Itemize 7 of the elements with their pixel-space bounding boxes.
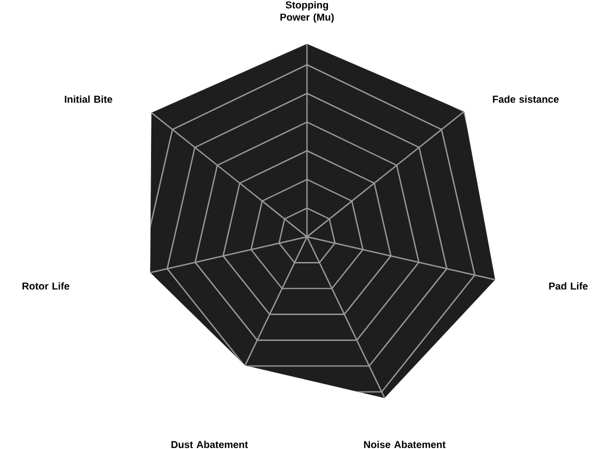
spoke-label: Dust Abatement	[171, 440, 248, 448]
spoke-label: Pad Life	[549, 282, 588, 290]
spoke-label: Fade sistance	[492, 95, 559, 103]
spoke-label: Initial Bite	[64, 95, 112, 103]
spoke-label: Noise Abatement	[364, 440, 446, 448]
spoke-label: Rotor Life	[22, 282, 70, 290]
spoke-label: Stopping Power (Mu)	[280, 1, 334, 23]
